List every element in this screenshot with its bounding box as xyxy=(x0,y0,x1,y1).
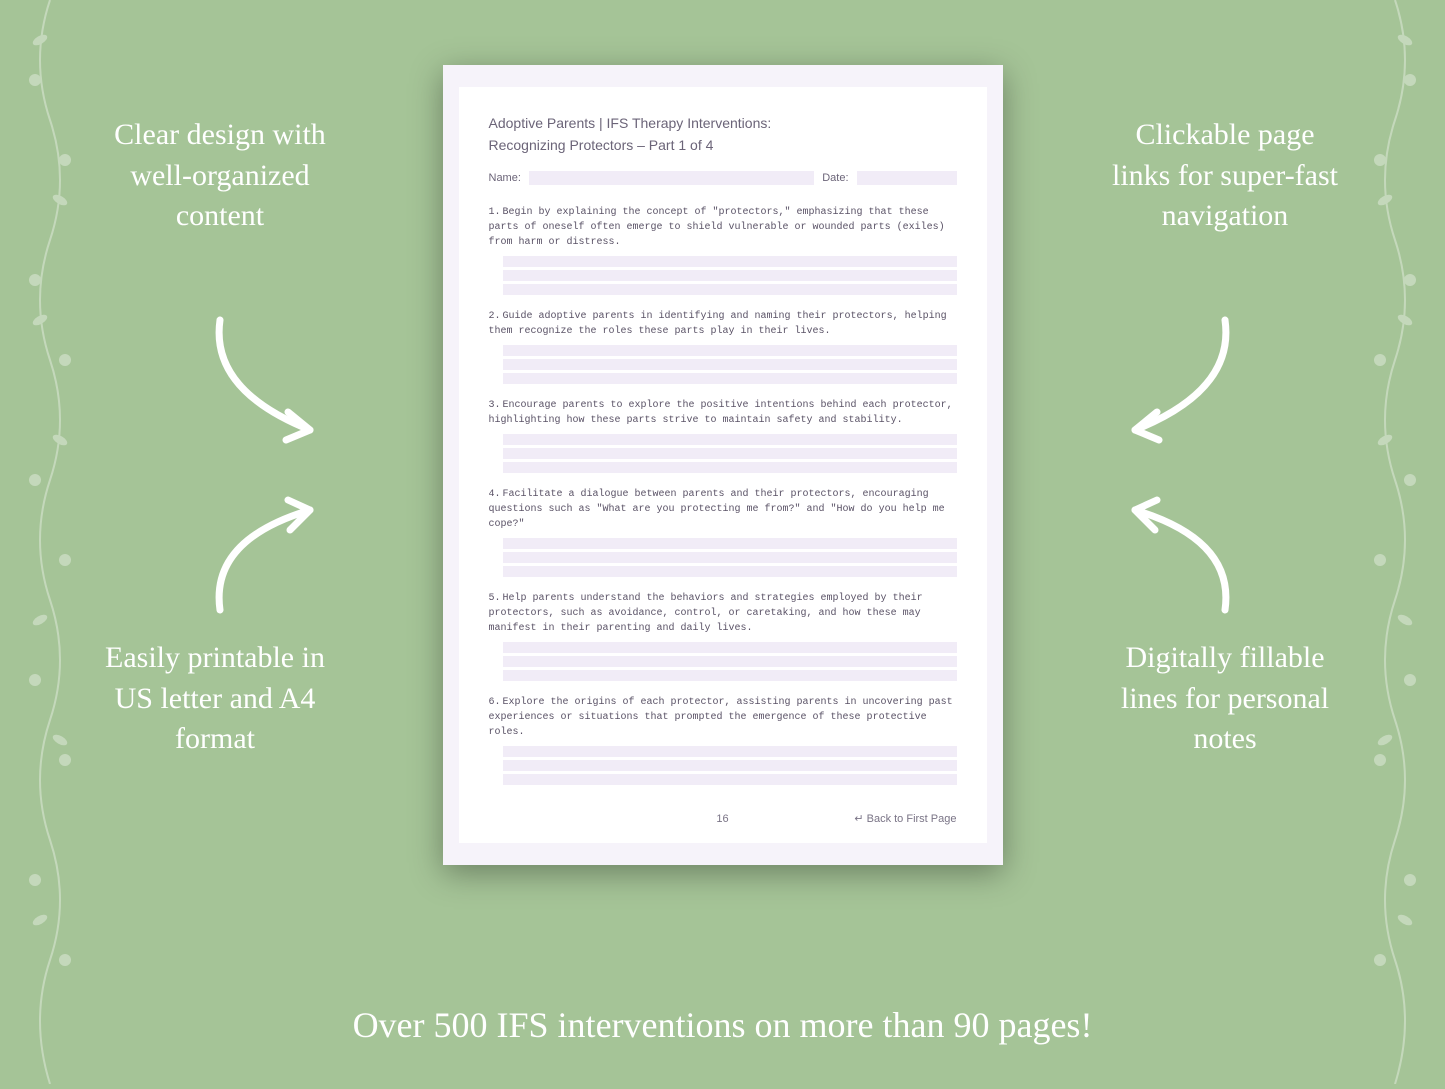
worksheet-item: 4.Facilitate a dialogue between parents … xyxy=(489,487,957,577)
document-inner: Adoptive Parents | IFS Therapy Intervent… xyxy=(459,87,987,843)
worksheet-item: 5.Help parents understand the behaviors … xyxy=(489,591,957,681)
worksheet-item: 6.Explore the origins of each protector,… xyxy=(489,695,957,785)
callout-bottom-left: Easily printable in US letter and A4 for… xyxy=(90,638,340,760)
item-text: 5.Help parents understand the behaviors … xyxy=(489,591,957,636)
item-text: 2.Guide adoptive parents in identifying … xyxy=(489,309,957,339)
fill-lines[interactable] xyxy=(503,345,957,384)
callout-top-right: Clickable page links for super-fast navi… xyxy=(1105,115,1345,237)
callout-top-left: Clear design with well-organized content xyxy=(100,115,340,237)
fill-lines[interactable] xyxy=(503,538,957,577)
arrow-bottom-right xyxy=(1095,490,1255,630)
page-footer: 16 ↵ Back to First Page xyxy=(489,812,957,825)
page-number: 16 xyxy=(716,813,728,825)
fill-lines[interactable] xyxy=(503,642,957,681)
item-text: 1.Begin by explaining the concept of "pr… xyxy=(489,205,957,250)
back-to-first-link[interactable]: ↵ Back to First Page xyxy=(854,812,956,825)
name-field[interactable] xyxy=(529,171,814,185)
document-subtitle: Recognizing Protectors – Part 1 of 4 xyxy=(489,137,957,153)
callout-bottom-right: Digitally fillable lines for personal no… xyxy=(1105,638,1345,760)
date-field[interactable] xyxy=(857,171,957,185)
name-label: Name: xyxy=(489,172,521,184)
item-text: 4.Facilitate a dialogue between parents … xyxy=(489,487,957,532)
item-text: 3.Encourage parents to explore the posit… xyxy=(489,398,957,428)
worksheet-item: 1.Begin by explaining the concept of "pr… xyxy=(489,205,957,295)
name-date-row: Name: Date: xyxy=(489,171,957,185)
fill-lines[interactable] xyxy=(503,746,957,785)
items-list: 1.Begin by explaining the concept of "pr… xyxy=(489,205,957,785)
date-label: Date: xyxy=(822,172,848,184)
document-title: Adoptive Parents | IFS Therapy Intervent… xyxy=(489,115,957,131)
arrow-bottom-left xyxy=(190,490,350,630)
arrow-top-left xyxy=(190,300,350,460)
document-page: Adoptive Parents | IFS Therapy Intervent… xyxy=(443,65,1003,865)
worksheet-item: 2.Guide adoptive parents in identifying … xyxy=(489,309,957,384)
fill-lines[interactable] xyxy=(503,434,957,473)
fill-lines[interactable] xyxy=(503,256,957,295)
vine-decoration-right xyxy=(1355,0,1435,1084)
item-text: 6.Explore the origins of each protector,… xyxy=(489,695,957,740)
arrow-top-right xyxy=(1095,300,1255,460)
bottom-tagline: Over 500 IFS interventions on more than … xyxy=(0,1004,1445,1046)
vine-decoration-left xyxy=(10,0,90,1084)
worksheet-item: 3.Encourage parents to explore the posit… xyxy=(489,398,957,473)
